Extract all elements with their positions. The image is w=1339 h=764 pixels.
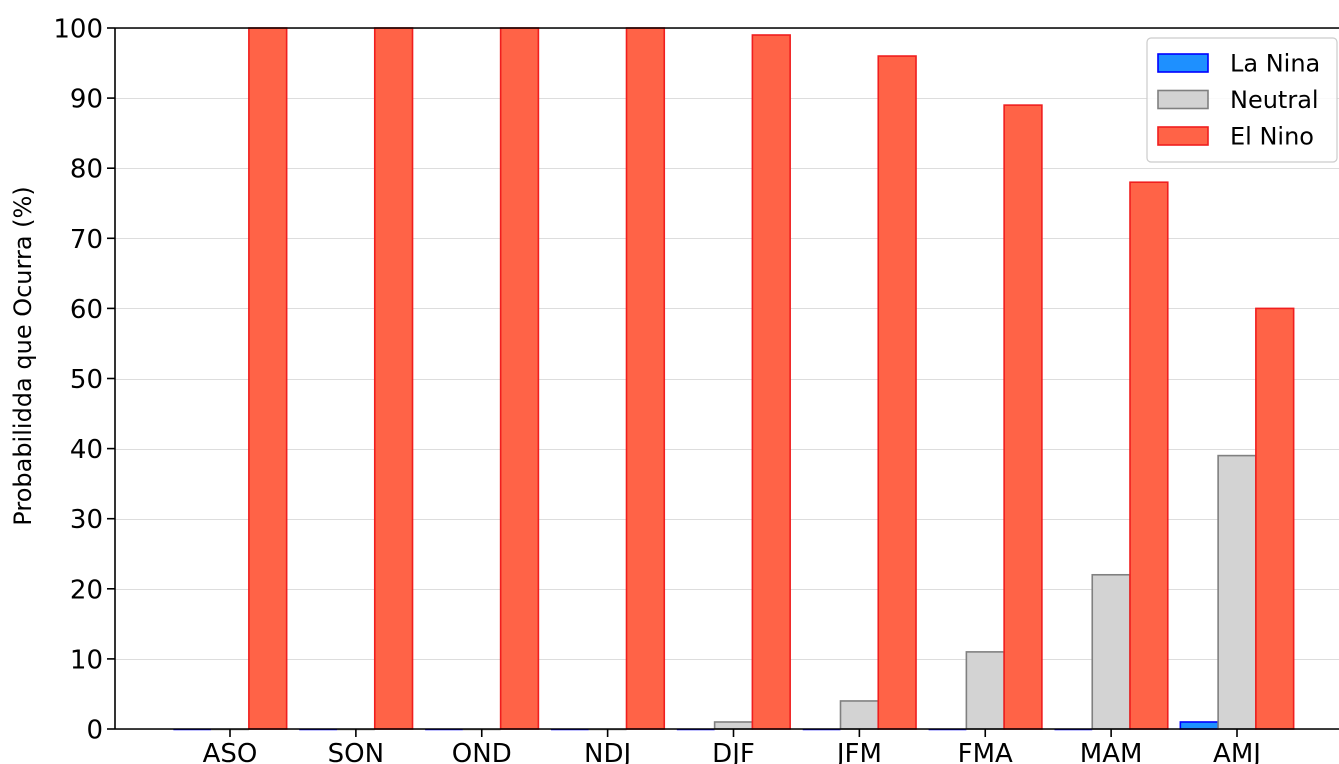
bar-el-nino-jfm <box>877 55 917 730</box>
x-axis-ticks: ASO SON OND NDJ DJF JFM FMA MAM AMJ <box>203 729 1261 764</box>
y-tick-label: 90 <box>70 85 103 115</box>
bar-neutral-mam <box>1091 573 1131 730</box>
y-tick-label: 70 <box>70 225 103 255</box>
y-tick-label: 20 <box>70 575 103 605</box>
y-tick-label: 50 <box>70 365 103 395</box>
bar-neutral-fma <box>965 651 1005 730</box>
y-tick-label: 10 <box>70 645 103 675</box>
y-axis-label: Probabilidda que Ocurra (%) <box>9 186 37 525</box>
bar-neutral-djf <box>713 721 754 730</box>
bar-neutral-amj <box>1217 454 1257 730</box>
legend-label-neutral: Neutral <box>1230 86 1319 114</box>
legend-label-la-nina: La Nina <box>1230 50 1320 78</box>
x-tick-label-ndj: NDJ <box>584 739 631 764</box>
x-tick-label-djf: DJF <box>712 739 755 764</box>
x-tick-label-aso: ASO <box>203 739 258 764</box>
bar-neutral-jfm <box>839 700 880 730</box>
bars <box>173 27 1295 731</box>
x-tick-label-jfm: JFM <box>835 739 882 764</box>
bar-el-nino-son <box>373 27 414 730</box>
x-tick-label-son: SON <box>328 739 384 764</box>
legend-swatch-el-nino <box>1157 126 1209 146</box>
bar-el-nino-ond <box>499 27 540 730</box>
y-tick-label: 80 <box>70 155 103 185</box>
y-tick-label: 40 <box>70 435 103 465</box>
bar-el-nino-aso <box>248 27 288 730</box>
legend-swatch-neutral <box>1157 89 1209 110</box>
y-tick-label: 100 <box>53 15 103 45</box>
bar-el-nino-mam <box>1129 181 1169 730</box>
bar-el-nino-djf <box>751 34 791 730</box>
bar-la-nina-amj <box>1179 721 1219 730</box>
legend-label-el-nino: El Nino <box>1230 123 1314 151</box>
bar-el-nino-fma <box>1003 104 1043 730</box>
x-tick-label-fma: FMA <box>958 739 1013 764</box>
x-tick-label-ond: OND <box>452 739 512 764</box>
x-tick-label-amj: AMJ <box>1213 739 1261 764</box>
legend-swatch-la-nina <box>1157 53 1209 73</box>
legend: La Nina Neutral El Nino <box>1146 37 1338 163</box>
x-tick-label-mam: MAM <box>1080 739 1143 764</box>
y-tick-label: 30 <box>70 505 103 535</box>
y-axis-ticks: 0 10 20 30 40 50 60 70 80 90 100 <box>53 15 115 746</box>
y-tick-label: 60 <box>70 295 103 325</box>
y-tick-label: 0 <box>86 716 103 746</box>
bar-el-nino-ndj <box>625 27 666 730</box>
bar-el-nino-amj <box>1255 307 1295 730</box>
